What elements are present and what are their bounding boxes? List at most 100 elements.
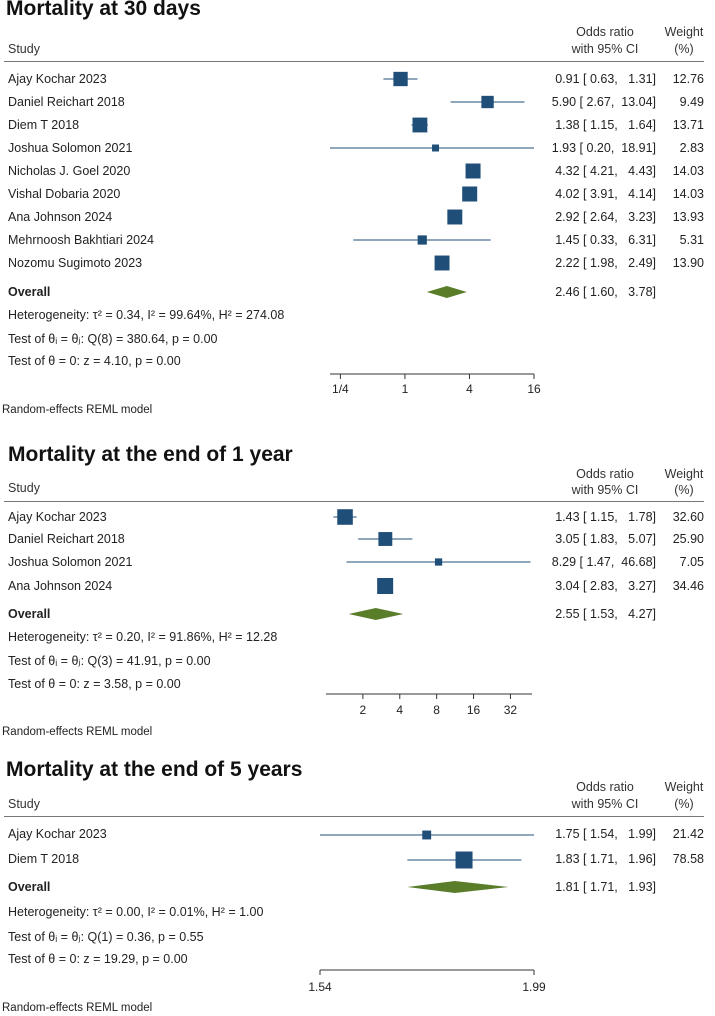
overall-diamond xyxy=(426,286,467,298)
panel-title: Mortality at 30 days xyxy=(6,0,201,20)
forest-panel-1-year: Mortality at the end of 1 year Odds rati… xyxy=(0,440,715,740)
header-divider xyxy=(4,816,704,817)
study-header: Study xyxy=(8,481,40,495)
weight-box xyxy=(417,235,427,245)
overall-label: Overall xyxy=(8,607,51,621)
odds-ratio-header: Odds ratio xyxy=(576,25,634,39)
weight-box xyxy=(455,851,473,869)
weight-box xyxy=(434,558,443,566)
x-tick-label: 1.54 xyxy=(308,980,332,994)
weight-value: 2.83 xyxy=(679,141,704,155)
weight-box xyxy=(447,209,463,225)
overall-ci-value: 2.46 [ 1.60, 3.78] xyxy=(555,285,656,299)
study-header: Study xyxy=(8,42,40,56)
study-name: Ajay Kochar 2023 xyxy=(8,827,107,841)
study-name: Joshua Solomon 2021 xyxy=(8,141,133,155)
weight-header: Weight xyxy=(664,467,704,481)
heterogeneity-stat: Heterogeneity: τ² = 0.00, I² = 0.01%, H²… xyxy=(8,905,264,919)
ci-value: 1.93 [ 0.20, 18.91] xyxy=(551,141,656,155)
overall-diamond xyxy=(407,881,509,893)
weight-value: 14.03 xyxy=(672,164,704,178)
ci-value: 1.83 [ 1.71, 1.96] xyxy=(555,852,656,866)
ci-value: 3.04 [ 2.83, 3.27] xyxy=(555,579,656,593)
forest-plot-area: 1.54 1.99 xyxy=(308,830,546,994)
ci-value: 2.22 [ 1.98, 2.49] xyxy=(555,256,656,270)
overall-label: Overall xyxy=(8,285,51,299)
study-name: Mehrnoosh Bakhtiari 2024 xyxy=(8,233,154,247)
model-note: Random-effects REML model xyxy=(2,404,153,416)
odds-ratio-subheader: with 95% CI xyxy=(571,797,639,811)
panel-title: Mortality at the end of 5 years xyxy=(6,758,303,781)
weight-value: 14.03 xyxy=(672,187,704,201)
x-tick-label: 4 xyxy=(396,703,403,717)
ci-value: 1.38 [ 1.15, 1.64] xyxy=(555,118,656,132)
ci-value: 8.29 [ 1.47, 46.68] xyxy=(551,555,656,569)
x-tick-label: 8 xyxy=(433,703,440,717)
weight-box xyxy=(377,578,394,594)
weight-value: 13.71 xyxy=(672,118,704,132)
x-tick-label: 4 xyxy=(466,382,473,396)
model-note: Random-effects REML model xyxy=(2,726,153,738)
zero-effect-test: Test of θ = 0: z = 19.29, p = 0.00 xyxy=(8,952,188,966)
weight-box xyxy=(434,255,450,271)
x-tick-label: 1/4 xyxy=(332,382,349,396)
study-name: Ajay Kochar 2023 xyxy=(8,510,107,524)
odds-ratio-subheader: with 95% CI xyxy=(571,483,639,497)
weight-value: 21.42 xyxy=(672,827,704,841)
weight-box xyxy=(378,532,393,546)
weight-value: 13.90 xyxy=(672,256,704,270)
study-name: Ana Johnson 2024 xyxy=(8,579,113,593)
weight-value: 5.31 xyxy=(679,233,704,247)
odds-ratio-header: Odds ratio xyxy=(576,780,634,794)
heterogeneity-stat: Heterogeneity: τ² = 0.34, I² = 99.64%, H… xyxy=(8,308,285,322)
weight-value: 7.05 xyxy=(679,555,704,569)
study-name: Daniel Reichart 2018 xyxy=(8,95,125,109)
overall-ci-value: 2.55 [ 1.53, 4.27] xyxy=(555,607,656,621)
weight-subheader: (%) xyxy=(674,42,694,56)
x-tick-label: 16 xyxy=(527,382,541,396)
weight-value: 34.46 xyxy=(672,579,704,593)
header-divider xyxy=(4,501,704,502)
panel-title: Mortality at the end of 1 year xyxy=(8,443,293,466)
zero-effect-test: Test of θ = 0: z = 4.10, p = 0.00 xyxy=(8,354,181,368)
weight-box xyxy=(412,117,428,133)
weight-box xyxy=(462,186,478,202)
study-header: Study xyxy=(8,797,40,811)
homogeneity-test: Test of θᵢ = θⱼ: Q(1) = 0.36, p = 0.55 xyxy=(8,930,204,944)
weight-header: Weight xyxy=(664,780,704,794)
weight-value: 13.93 xyxy=(672,210,704,224)
weight-box xyxy=(481,95,494,109)
study-name: Joshua Solomon 2021 xyxy=(8,555,133,569)
study-name: Ajay Kochar 2023 xyxy=(8,72,107,86)
weight-value: 12.76 xyxy=(672,72,704,86)
forest-plot-area: 2 4 8 16 32 xyxy=(326,509,532,717)
weight-value: 9.49 xyxy=(679,95,704,109)
forest-panel-30-days: Mortality at 30 days Odds ratio with 95%… xyxy=(0,0,715,430)
weight-subheader: (%) xyxy=(674,797,694,811)
study-name: Daniel Reichart 2018 xyxy=(8,532,125,546)
weight-box xyxy=(465,163,481,179)
ci-value: 1.75 [ 1.54, 1.99] xyxy=(555,827,656,841)
study-name: Ana Johnson 2024 xyxy=(8,210,113,224)
ci-value: 4.02 [ 3.91, 4.14] xyxy=(555,187,656,201)
homogeneity-test: Test of θᵢ = θⱼ: Q(3) = 41.91, p = 0.00 xyxy=(8,654,211,668)
ci-value: 1.45 [ 0.33, 6.31] xyxy=(555,233,656,247)
forest-plot-area: 1/4 1 4 16 xyxy=(330,71,541,396)
study-name: Vishal Dobaria 2020 xyxy=(8,187,121,201)
study-name: Nozomu Sugimoto 2023 xyxy=(8,256,143,270)
forest-panel-5-years: Mortality at the end of 5 years Odds rat… xyxy=(0,755,715,1016)
ci-value: 2.92 [ 2.64, 3.23] xyxy=(555,210,656,224)
x-tick-label: 16 xyxy=(467,703,481,717)
weight-box xyxy=(337,509,353,525)
weight-subheader: (%) xyxy=(674,483,694,497)
ci-value: 3.05 [ 1.83, 5.07] xyxy=(555,532,656,546)
study-name: Nicholas J. Goel 2020 xyxy=(8,164,131,178)
weight-value: 32.60 xyxy=(672,510,704,524)
study-name: Diem T 2018 xyxy=(8,118,80,132)
ci-value: 0.91 [ 0.63, 1.31] xyxy=(555,72,656,86)
odds-ratio-subheader: with 95% CI xyxy=(571,42,639,56)
x-tick-label: 32 xyxy=(504,703,518,717)
x-tick-label: 2 xyxy=(360,703,367,717)
weight-header: Weight xyxy=(664,25,704,39)
overall-ci-value: 1.81 [ 1.71, 1.93] xyxy=(555,880,656,894)
